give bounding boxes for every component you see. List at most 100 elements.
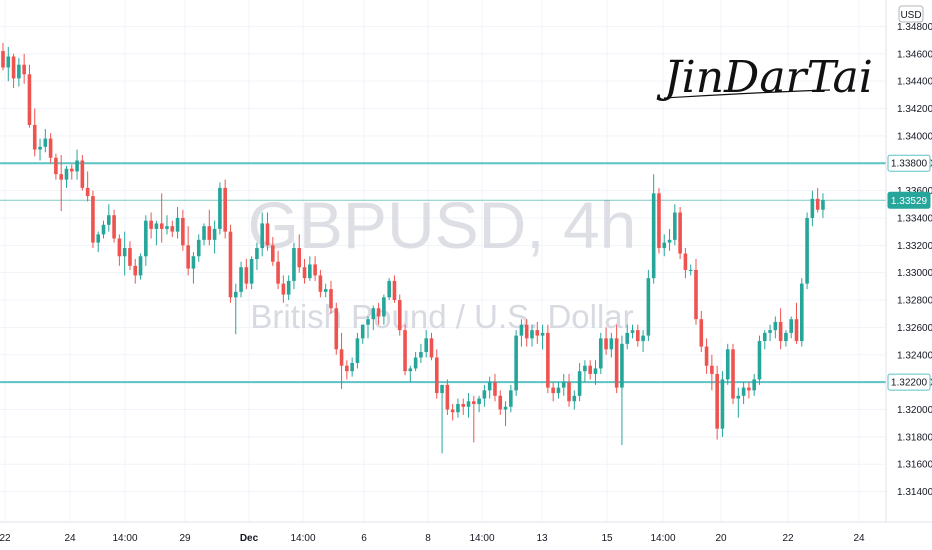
candle	[466, 393, 471, 418]
time-tick-label: 8	[425, 533, 431, 544]
candle-body	[286, 280, 291, 295]
candle	[334, 302, 339, 355]
candle-body	[662, 242, 667, 249]
candle-body	[96, 234, 101, 243]
candle	[530, 324, 534, 347]
level-price-badge: 1.32200	[887, 373, 931, 391]
candle-body	[577, 371, 582, 396]
price-tick-label: 1.33000	[897, 268, 932, 279]
candle	[620, 335, 624, 446]
candle	[799, 278, 804, 347]
candle	[598, 332, 603, 374]
candle	[636, 324, 640, 347]
candle-body	[360, 324, 365, 339]
candle-body	[593, 368, 598, 374]
candle-body	[1, 51, 5, 68]
candle	[477, 395, 481, 413]
price-badges: 1.33800 1.32200 1.33529	[887, 154, 931, 391]
candle	[614, 324, 619, 394]
candle-body	[794, 319, 799, 342]
currency-button-frame[interactable]	[898, 5, 924, 23]
candle	[815, 187, 820, 213]
candle-body	[218, 187, 222, 229]
candle-body	[27, 74, 32, 125]
time-tick-label: 14:00	[469, 533, 494, 544]
candle	[345, 360, 349, 380]
candle-body	[456, 404, 460, 413]
candle	[376, 302, 381, 325]
candle	[302, 259, 307, 284]
candle	[583, 360, 587, 383]
candle-body	[144, 220, 148, 257]
candle-body	[64, 168, 69, 180]
candle	[725, 343, 730, 385]
candle-body	[614, 338, 619, 388]
candle	[736, 387, 741, 418]
candle	[472, 395, 476, 443]
candle-body	[355, 338, 360, 363]
candle	[683, 248, 688, 279]
watermark-subtitle: British Pound / U.S. Dollar	[250, 298, 633, 335]
candle	[688, 264, 693, 276]
candle-body	[710, 365, 714, 374]
candle-body	[678, 212, 682, 254]
candle	[715, 365, 719, 440]
candle-body	[551, 387, 555, 394]
candle-body	[784, 332, 788, 342]
candle	[662, 234, 667, 257]
candle-body	[704, 346, 709, 366]
candle-body	[43, 138, 48, 147]
price-tick-label: 1.34200	[897, 104, 932, 115]
candle	[821, 193, 825, 218]
candle	[107, 204, 111, 232]
currency-button[interactable]: USD	[898, 5, 924, 23]
candle	[186, 226, 190, 276]
candle-body	[736, 395, 741, 399]
candle-body	[392, 280, 397, 301]
candle-body	[191, 256, 196, 269]
candle	[360, 324, 365, 344]
candle	[292, 242, 296, 290]
candle	[450, 404, 455, 421]
candle	[244, 259, 249, 290]
candle	[48, 133, 53, 164]
candle-body	[107, 215, 111, 225]
price-tick-label: 1.33200	[897, 241, 932, 252]
candle-body	[329, 289, 333, 309]
candle	[276, 250, 280, 290]
candle	[747, 382, 751, 399]
level-price-badge-box	[887, 154, 931, 172]
price-tick-label: 1.32600	[897, 323, 932, 334]
candle	[720, 371, 725, 437]
candle	[59, 155, 63, 212]
candle	[641, 330, 645, 353]
candle-body	[345, 365, 349, 372]
candle	[371, 305, 376, 331]
candle	[392, 275, 397, 303]
horizontal-levels[interactable]	[0, 162, 886, 384]
time-tick-label: 15	[601, 533, 613, 544]
candle-body	[323, 289, 328, 292]
currency-label: USD	[900, 10, 921, 21]
candle-body	[530, 330, 534, 339]
price-axis-background	[886, 0, 932, 522]
candle	[778, 308, 783, 350]
candle-body	[223, 187, 227, 232]
candle	[128, 241, 132, 270]
candle	[408, 365, 413, 383]
candle-body	[350, 362, 354, 372]
candle	[429, 332, 434, 361]
candle	[101, 220, 106, 239]
candle-body	[408, 368, 413, 372]
candle-body	[11, 56, 16, 79]
candle-body	[387, 280, 391, 298]
time-axis[interactable]: 22 24 14:00 29 Dec 14:00 6 8 14:00 13 15 14:00 20 22 2…	[0, 533, 865, 544]
candle-body	[302, 267, 307, 279]
candle	[355, 332, 360, 369]
candle	[588, 360, 592, 380]
signature: JinDarTai	[656, 52, 873, 103]
time-tick-label: 14:00	[290, 533, 315, 544]
candle-body	[249, 259, 254, 284]
candle	[667, 228, 672, 251]
